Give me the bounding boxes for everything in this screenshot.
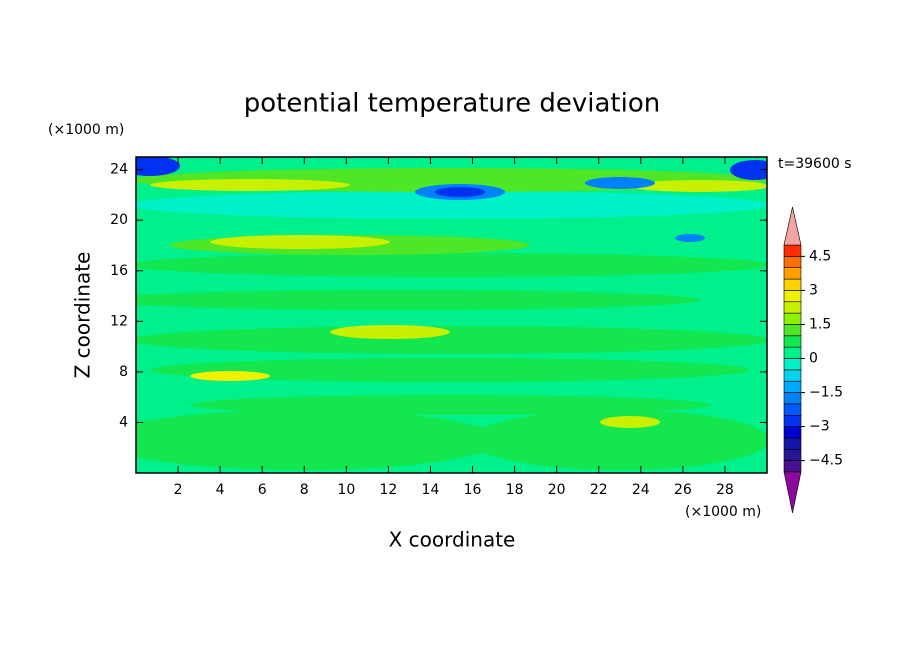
colorbar-box: [783, 403, 802, 416]
colorbar-box: [783, 335, 802, 348]
colorbar-under: [783, 471, 802, 514]
colorbar-box: [783, 244, 802, 257]
colorbar-tick-label: −3: [809, 419, 830, 435]
colorbar-box: [783, 392, 802, 405]
x-tick-label: 24: [632, 482, 650, 498]
y-tick-label: 20: [110, 212, 128, 228]
colorbar-box: [783, 256, 802, 269]
x-tick-label: 16: [464, 482, 482, 498]
colorbar-box: [783, 312, 802, 325]
colorbar-over: [783, 206, 802, 246]
colorbar-box: [783, 460, 802, 473]
x-tick-label: 12: [379, 482, 397, 498]
colorbar-box: [783, 414, 802, 427]
x-tick-label: 4: [216, 482, 225, 498]
colorbar-tick-label: −4.5: [809, 453, 843, 469]
colorbar-box: [783, 437, 802, 450]
y-unit: (×1000 m): [48, 122, 124, 138]
colorbar-box: [783, 426, 802, 439]
y-tick-label: 4: [119, 414, 128, 430]
x-tick-label: 20: [548, 482, 566, 498]
x-tick-label: 10: [337, 482, 355, 498]
colorbar-box: [783, 346, 802, 359]
colorbar-box: [783, 324, 802, 337]
colorbar-box: [783, 301, 802, 314]
colorbar-box: [783, 290, 802, 303]
x-axis-label: X coordinate: [389, 528, 516, 552]
colorbar-tick-label: 3: [809, 282, 818, 298]
contour-field: [136, 157, 767, 473]
colorbar-box: [783, 380, 802, 393]
y-tick-label: 24: [110, 162, 128, 178]
x-tick-label: 6: [258, 482, 267, 498]
colorbar-box: [783, 267, 802, 280]
colorbar-tick-label: 1.5: [809, 316, 831, 332]
colorbar-tick-label: 0: [809, 351, 818, 367]
y-tick-label: 12: [110, 313, 128, 329]
y-tick-label: 8: [119, 364, 128, 380]
x-tick-label: 14: [422, 482, 440, 498]
x-tick-label: 2: [174, 482, 183, 498]
x-tick-label: 22: [590, 482, 608, 498]
x-unit: (×1000 m): [685, 504, 761, 520]
colorbar-box: [783, 448, 802, 461]
colorbar-tick-label: 4.5: [809, 248, 831, 264]
x-tick-label: 8: [300, 482, 309, 498]
annotation: t=39600 s: [778, 156, 852, 172]
colorbar-box: [783, 278, 802, 291]
x-tick-label: 26: [674, 482, 692, 498]
colorbar-box: [783, 369, 802, 382]
y-tick-label: 16: [110, 263, 128, 279]
colorbar-box: [783, 358, 802, 371]
chart-title: potential temperature deviation: [244, 89, 660, 119]
x-tick-label: 18: [506, 482, 524, 498]
plot-frame: [135, 156, 768, 474]
x-tick-label: 28: [716, 482, 734, 498]
colorbar-tick-label: −1.5: [809, 385, 843, 401]
y-axis-label: Z coordinate: [71, 252, 95, 379]
